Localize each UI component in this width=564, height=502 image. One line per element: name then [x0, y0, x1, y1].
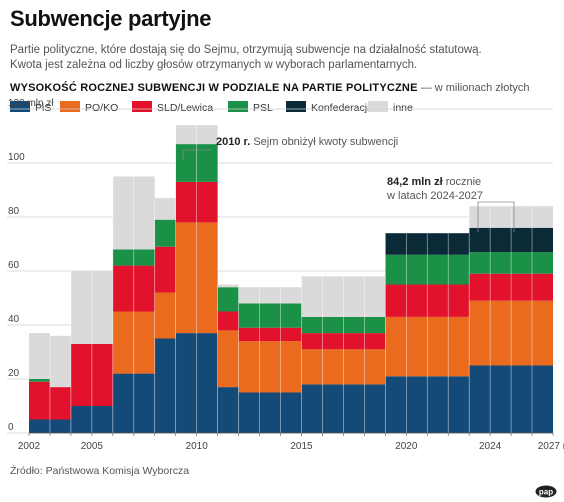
legend-swatch	[228, 101, 248, 112]
bar-segment	[154, 292, 176, 339]
bar-segment	[238, 327, 302, 342]
y-tick-label: 80	[8, 206, 20, 217]
y-tick-label: 40	[8, 314, 20, 325]
chart-subtitle: Partie polityczne, które dostają się do …	[10, 43, 555, 73]
bar-segment	[217, 284, 239, 288]
y-tick-label: 20	[8, 368, 20, 379]
source-note: Źródło: Państwowa Komisja Wyborcza	[10, 465, 190, 477]
x-tick-label: 2027 r.	[538, 441, 564, 452]
bar-segment	[154, 219, 176, 247]
legend-label: PO/KO	[85, 102, 119, 114]
bar-segment	[154, 198, 176, 220]
annotation-bracket	[477, 201, 515, 232]
annotation-bold: 84,2 mln zł	[387, 176, 446, 188]
bar-segment	[217, 330, 239, 388]
legend-label: SLD/Lewica	[157, 102, 214, 114]
chart-heading: WYSOKOŚĆ ROCZNEJ SUBWENCJI W PODZIALE NA…	[10, 82, 530, 94]
year-separators	[49, 125, 533, 433]
annotation-2010: 2010 r. Sejm obniżył kwoty subwencji	[216, 136, 398, 148]
chart-heading-text: WYSOKOŚĆ ROCZNEJ SUBWENCJI W PODZIALE NA…	[10, 82, 418, 94]
y-tick-label: 100	[8, 152, 25, 163]
y-tick-label: 60	[8, 260, 20, 271]
legend-item-pis: PiS	[10, 101, 51, 114]
bar-segment	[238, 303, 302, 328]
annotation-text: Sejm obniżył kwoty subwencji	[253, 136, 398, 148]
bar-segment	[49, 335, 71, 388]
legend-label: inne	[393, 102, 413, 114]
legend-item-po-ko: PO/KO	[60, 101, 118, 114]
annotation-text: rocznie	[446, 176, 481, 188]
annotation-2024: 84,2 mln zł rocznie	[387, 176, 481, 188]
bar-segment	[154, 246, 176, 293]
legend-item-konfederacja: Konfederacja	[286, 101, 373, 114]
bar-segment	[29, 379, 50, 382]
legend-swatch	[286, 101, 306, 112]
chart-title: Subwencje partyjne	[10, 6, 212, 31]
x-tick-label: 2010	[186, 441, 209, 452]
bar-segment	[49, 387, 71, 420]
x-tick-label: 2015	[290, 441, 313, 452]
annotation-2024-line2: w latach 2024-2027	[386, 190, 483, 202]
y-tick-label: 0	[8, 422, 14, 433]
bar-segment	[29, 419, 50, 433]
legend-item-psl: PSL	[228, 101, 273, 114]
legend-item-inne: inne	[368, 101, 413, 114]
x-tick-label: 2005	[81, 441, 104, 452]
annotation-bold: 2010 r.	[216, 136, 253, 148]
y-tick-label: 120 mln zł	[8, 98, 54, 109]
bar-segment	[217, 387, 239, 433]
legend-item-sld-lewica: SLD/Lewica	[132, 101, 213, 114]
legend-label: PSL	[253, 102, 273, 114]
bar-segment	[238, 392, 302, 433]
bars	[29, 125, 553, 433]
bar-segment	[238, 287, 302, 304]
legend-swatch	[132, 101, 152, 112]
legend-label: PiS	[35, 102, 52, 114]
logo-text: pap	[539, 487, 553, 496]
bar-segment	[154, 338, 176, 433]
x-tick-label: 2024	[479, 441, 502, 452]
bar-segment	[217, 287, 239, 312]
bar-segment	[49, 419, 71, 433]
subtitle-line: Kwota jest zależna od liczby głosów otrz…	[10, 59, 418, 71]
legend-swatch	[10, 101, 30, 112]
bar-segment	[238, 341, 302, 393]
annotation-leader	[182, 149, 212, 160]
legend-label: Konfederacja	[311, 102, 373, 114]
chart-unit-text: — w milionach złotych	[420, 82, 530, 94]
x-tick-label: 2002	[18, 441, 41, 452]
bar-segment	[29, 381, 50, 420]
bar-segment	[29, 333, 50, 379]
x-tick-label: 2020	[395, 441, 418, 452]
pap-logo-icon: pap	[535, 485, 557, 498]
bar-segment	[217, 311, 239, 331]
legend-swatch	[60, 101, 80, 112]
subtitle-line: Partie polityczne, które dostają się do …	[10, 44, 482, 56]
legend-swatch	[368, 101, 388, 112]
